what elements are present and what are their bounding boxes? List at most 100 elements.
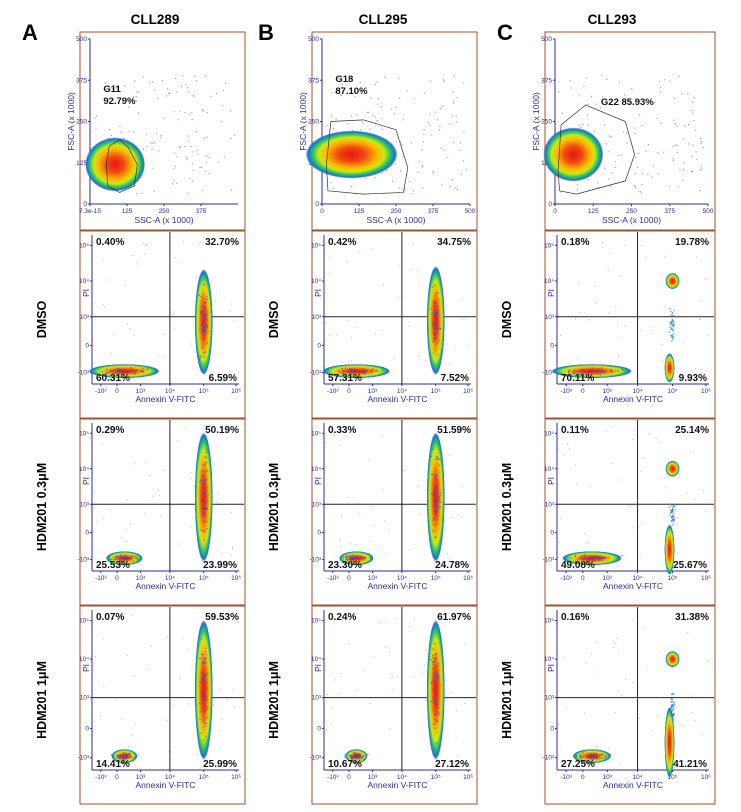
quad-x-tick: 10⁵ (431, 575, 441, 582)
quad-x-tick: 0 (347, 774, 351, 781)
quadrant-plot-1: -10³ 0 10³ 10⁴ 10⁵ 10⁶ 10⁵ 10⁴ 10³ 0 -10³ Annexin V… (77, 418, 246, 606)
quad-x-tick: 10⁶ (463, 774, 473, 781)
quadrant-lr-pct: 6.59% (209, 373, 237, 384)
quad-y-tick: 0 (550, 342, 554, 349)
panel-letter-a: A (22, 20, 38, 45)
quad-x-tick: 10⁴ (397, 774, 407, 781)
quadrant-lr-pct: 23.99% (203, 560, 237, 571)
quad-y-tick: 0 (317, 725, 321, 732)
quad-x-tick: -10³ (560, 575, 572, 582)
panel-letter-b: B (258, 20, 274, 45)
quad-x-tick: -10³ (95, 575, 107, 582)
scatter-x-title: SSC-A (x 1000) (602, 215, 661, 225)
quadrant-ul-pct: 0.11% (561, 425, 589, 436)
scatter-x-tick: 500 (703, 208, 714, 215)
quad-x-tick: 10³ (602, 388, 612, 395)
gate-polygon (326, 119, 409, 195)
quad-y-tick: 10⁵ (544, 618, 554, 625)
quad-x-tick: 10³ (136, 388, 146, 395)
quadrant-frame (544, 230, 716, 419)
row-label-0-col-0: DMSO (35, 300, 49, 338)
quad-y-title: PI (546, 289, 556, 297)
scatter-y-title: FSC-A (x 1000) (66, 92, 76, 151)
row-label-1-col-2: HDM201 0.3μM (500, 463, 514, 551)
scatter-x-tick: 375 (428, 208, 439, 215)
quadrant-ul-pct: 0.40% (96, 237, 124, 248)
quadrant-events (325, 428, 464, 566)
quad-y-tick: 10⁴ (311, 278, 321, 285)
quad-x-tick: 0 (115, 774, 119, 781)
scatter-y-title: FSC-A (x 1000) (298, 92, 308, 151)
scatter-x-tick: 0 (320, 208, 324, 215)
quad-y-tick: 10⁵ (79, 618, 89, 625)
quad-y-tick: 10⁵ (544, 242, 554, 249)
quadrant-frame (311, 605, 478, 805)
quad-x-tick: 10⁶ (701, 575, 711, 582)
quad-x-tick: 10⁵ (431, 388, 441, 395)
quad-y-tick: 10⁴ (311, 656, 321, 663)
quad-x-tick: 10⁵ (668, 575, 678, 582)
late-apoptotic-population (665, 273, 680, 290)
quad-x-title: Annexin V-FITC (136, 394, 196, 404)
quad-y-tick: 10⁵ (311, 242, 321, 249)
quad-y-tick: -10³ (542, 755, 554, 762)
late-apoptotic-population (665, 460, 680, 477)
quadrant-events (322, 243, 469, 379)
quadrant-ul-pct: 0.18% (561, 237, 589, 248)
quad-y-title: PI (81, 477, 91, 485)
quad-y-title: PI (313, 477, 323, 485)
gate-label: G22 85.93% (601, 97, 654, 108)
quad-x-tick: -10³ (560, 774, 572, 781)
quadrant-ll-pct: 25.53% (96, 560, 130, 571)
quadrant-ur-pct: 51.59% (437, 425, 471, 436)
quad-y-tick: 10³ (545, 314, 555, 321)
quad-y-title: PI (313, 664, 323, 672)
gate-percentage: 87.10% (335, 86, 368, 97)
quad-x-tick: 10⁶ (701, 774, 711, 781)
quadrant-events (557, 619, 709, 778)
quadrant-events (94, 614, 239, 764)
quad-y-tick: 0 (85, 342, 89, 349)
quad-x-title: Annexin V-FITC (603, 780, 663, 790)
quadrant-events (326, 616, 466, 764)
quad-x-title: Annexin V-FITC (136, 780, 196, 790)
quadrant-frame (79, 418, 246, 606)
row-label-2-col-0: HDM201 1μM (35, 661, 49, 739)
quad-x-tick: 10³ (136, 774, 146, 781)
quad-y-tick: 10³ (312, 501, 322, 508)
scatter-x-tick: 125 (122, 208, 133, 215)
quad-x-tick: 10⁴ (633, 388, 643, 395)
quad-y-tick: 10³ (312, 695, 322, 702)
quad-x-tick: 10⁴ (165, 388, 175, 395)
quad-x-tick: 10⁶ (231, 575, 241, 582)
quad-y-tick: 10⁴ (79, 278, 89, 285)
scatter-x-tick: 125 (354, 208, 365, 215)
scatter-x-tick: 250 (391, 208, 402, 215)
scatter-y-tick: 250 (76, 119, 87, 126)
scatter-plot: 01252503755000125250375500SSC-A (x 1000)… (531, 36, 714, 225)
scatter-x-tick: 250 (159, 208, 170, 215)
live-cell-population (322, 364, 391, 379)
quad-y-tick: 10³ (80, 501, 90, 508)
quad-y-tick: 10⁴ (544, 278, 554, 285)
quad-x-title: Annexin V-FITC (368, 581, 428, 591)
quad-x-tick: 10⁴ (633, 575, 643, 582)
quadrant-plot-0: -10³ 0 10³ 10⁴ 10⁵ 10⁶ 10⁵ 10⁴ 10³ 0 -10³ Annexin V… (309, 230, 478, 419)
gate-polygon (557, 104, 635, 195)
quadrant-events (93, 428, 234, 566)
quadrant-events (89, 240, 236, 379)
row-label-0-col-1: DMSO (267, 300, 281, 338)
early-apoptotic-population (664, 353, 675, 383)
quad-y-title: PI (313, 289, 323, 297)
quadrant-ul-pct: 0.24% (328, 612, 356, 623)
scatter-x-tick: 250 (626, 208, 637, 215)
quad-y-tick: 0 (85, 530, 89, 537)
quad-y-tick: -10³ (542, 370, 554, 377)
quad-y-tick: 0 (317, 342, 321, 349)
quad-x-tick: 10⁶ (701, 388, 711, 395)
quad-x-tick: 10⁴ (165, 575, 175, 582)
scatter-y-tick: 250 (541, 119, 552, 126)
quadrant-ll-pct: 60.31% (96, 373, 130, 384)
quadrant-ur-pct: 61.97% (437, 612, 471, 623)
